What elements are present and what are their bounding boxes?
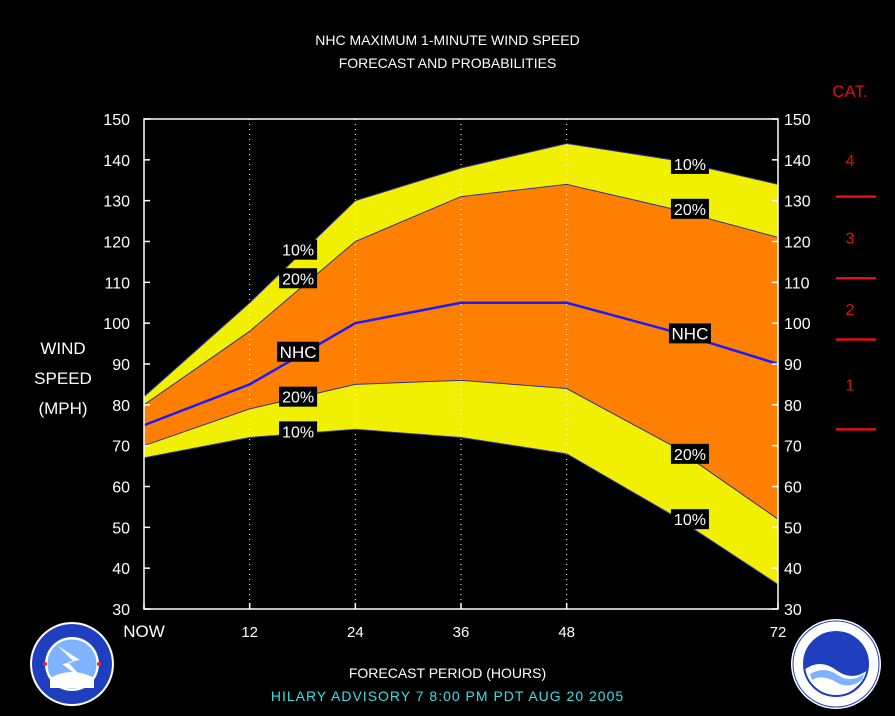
y-tick-label-right: 40 <box>784 561 802 578</box>
y-tick-label-left: 100 <box>103 316 130 333</box>
series-label: 20% <box>674 447 706 464</box>
y-tick-label-right: 60 <box>784 480 802 497</box>
series-label-box <box>668 323 711 344</box>
y-tick-label-left: 50 <box>112 520 130 537</box>
series-label: 10% <box>674 157 706 174</box>
x-tick-label: 24 <box>347 624 364 641</box>
y-tick-label-left: 130 <box>103 194 130 211</box>
y-tick-label-left: 120 <box>103 235 130 252</box>
y-tick-label-left: 30 <box>112 602 130 619</box>
noaa-logo <box>791 619 881 709</box>
series-label: 10% <box>282 243 314 260</box>
series-label: NHC <box>280 343 317 362</box>
series-label: 10% <box>282 424 314 441</box>
x-tick-label: 12 <box>241 624 258 641</box>
y-tick-label-left: 90 <box>112 357 130 374</box>
series-label: NHC <box>672 324 709 343</box>
chart-title-line2: FORECAST AND PROBABILITIES <box>338 55 557 71</box>
series-label: 20% <box>282 390 314 407</box>
category-label: 1 <box>846 377 855 394</box>
x-tick-label: NOW <box>123 622 165 641</box>
y-axis-label-line1: WIND <box>40 339 86 358</box>
category-label: 3 <box>846 230 855 247</box>
y-tick-label-left: 40 <box>112 561 130 578</box>
y-tick-label-right: 120 <box>784 235 811 252</box>
y-tick-label-right: 150 <box>784 112 811 129</box>
advisory-line: HILARY ADVISORY 7 8:00 PM PDT AUG 20 200… <box>270 688 625 704</box>
y-tick-label-right: 110 <box>784 275 810 292</box>
series-label-box <box>670 443 709 464</box>
series-label-box <box>279 268 318 289</box>
series-label-box <box>277 341 320 362</box>
series-label-box <box>670 153 709 174</box>
series-label-box <box>279 239 318 260</box>
series-label-box <box>279 386 318 407</box>
y-tick-label-right: 140 <box>784 153 811 170</box>
y-tick-label-left: 150 <box>103 112 130 129</box>
band-20-percent <box>144 184 778 520</box>
y-tick-label-left: 80 <box>112 398 130 415</box>
series-label: 20% <box>282 271 314 288</box>
y-axis-label-line2: SPEED <box>34 369 92 388</box>
series-label-box <box>670 509 709 530</box>
y-tick-label-right: 100 <box>784 316 811 333</box>
y-tick-label-left: 140 <box>103 153 130 170</box>
series-label-box <box>279 421 318 442</box>
series-label: 10% <box>674 512 706 529</box>
y-tick-label-right: 30 <box>784 602 802 619</box>
y-axis-label-line3: (MPH) <box>38 399 88 418</box>
nws-logo <box>30 622 114 706</box>
y-tick-label-right: 70 <box>784 439 802 456</box>
x-axis-label: FORECAST PERIOD (HOURS) <box>348 665 547 681</box>
y-tick-label-right: 80 <box>784 398 802 415</box>
series-label-box <box>670 198 709 219</box>
y-tick-label-right: 130 <box>784 194 811 211</box>
y-tick-label-left: 110 <box>104 275 130 292</box>
category-label: 4 <box>846 153 855 170</box>
y-tick-label-right: 90 <box>784 357 802 374</box>
series-label: 20% <box>674 202 706 219</box>
x-tick-label: 48 <box>558 624 575 641</box>
y-tick-label-left: 60 <box>112 480 130 497</box>
chart-title-line1: NHC MAXIMUM 1-MINUTE WIND SPEED <box>315 32 580 48</box>
x-tick-label: 36 <box>453 624 470 641</box>
y-tick-label-left: 70 <box>112 439 130 456</box>
x-tick-label: 72 <box>770 624 787 641</box>
y-tick-label-right: 50 <box>784 520 802 537</box>
category-label: 2 <box>846 302 855 319</box>
category-title: CAT. <box>832 82 868 101</box>
